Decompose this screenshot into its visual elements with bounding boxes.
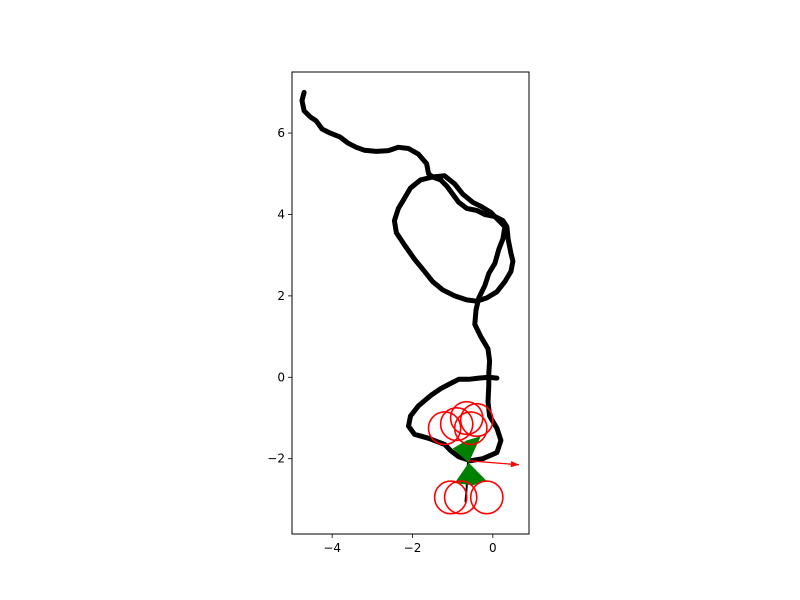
arrow-head xyxy=(510,461,519,468)
x-axis: −4 −2 0 xyxy=(323,534,497,555)
hourglass-shape xyxy=(452,436,487,486)
y-tick-label: 4 xyxy=(277,207,285,221)
plot-area xyxy=(299,89,520,515)
y-tick-label: 2 xyxy=(277,289,285,303)
circle-marker xyxy=(459,402,494,438)
x-tick-label: −4 xyxy=(323,541,341,555)
y-axis: −2 0 2 4 6 xyxy=(267,126,292,466)
x-tick-label: −2 xyxy=(404,541,422,555)
direction-arrow xyxy=(468,460,520,466)
y-tick-label: 6 xyxy=(277,126,285,140)
y-tick-label: 0 xyxy=(277,370,285,384)
circle-marker xyxy=(453,411,488,446)
trajectory-line xyxy=(299,89,516,464)
circle-marker xyxy=(427,411,462,446)
circle-marker xyxy=(439,407,474,442)
plot-frame xyxy=(291,71,530,535)
circle-marker xyxy=(433,480,468,515)
circle-marker xyxy=(443,480,478,515)
x-tick-label: 0 xyxy=(489,541,497,555)
circle-marker xyxy=(469,480,504,515)
y-tick-label: −2 xyxy=(267,452,285,466)
